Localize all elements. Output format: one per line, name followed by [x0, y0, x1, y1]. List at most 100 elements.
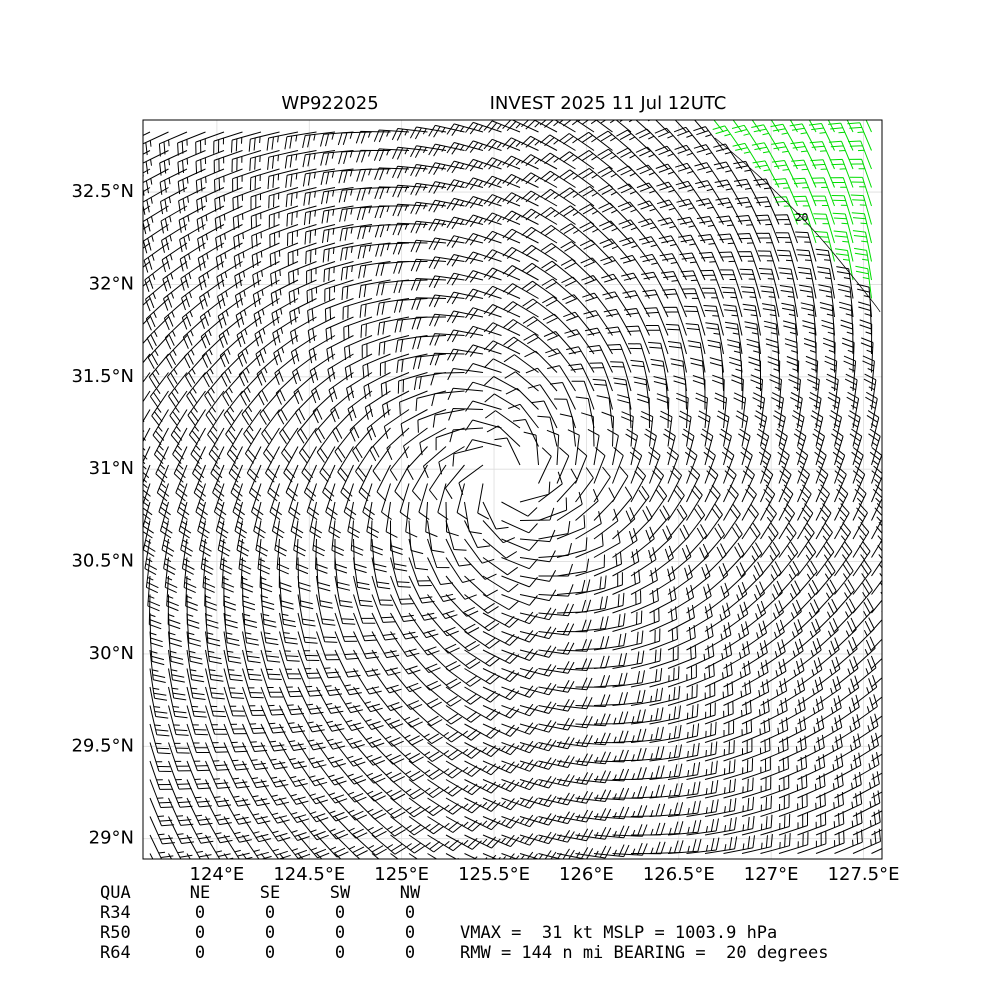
- wind-barb: [464, 760, 501, 776]
- wind-barb: [316, 649, 341, 679]
- wind-barb: [286, 205, 317, 227]
- wind-barb: [285, 464, 299, 502]
- wind-barb: [292, 353, 317, 385]
- wind-barb: [429, 313, 465, 327]
- wind-barb: [248, 131, 280, 152]
- wind-barb: [390, 834, 426, 854]
- wind-barb: [249, 168, 280, 191]
- wind-barb: [667, 584, 695, 614]
- wind-barb: [734, 197, 761, 225]
- wind-barb: [809, 141, 835, 170]
- wind-barb: [297, 631, 320, 661]
- wind-barb: [521, 226, 558, 244]
- wind-barb: [185, 575, 198, 611]
- wind-barb: [381, 483, 392, 520]
- wind-barb: [464, 649, 500, 667]
- wind-barb: [575, 845, 612, 859]
- wind-barb: [334, 723, 365, 749]
- wind-barb: [704, 523, 725, 558]
- wind-barb: [723, 601, 749, 632]
- wind-barb: [741, 542, 763, 577]
- wind-barb: [238, 538, 252, 575]
- wind-barb: [279, 594, 296, 628]
- wind-barb: [168, 816, 195, 844]
- wind-barb: [242, 649, 263, 681]
- wind-barb: [342, 298, 373, 320]
- wind-barb: [501, 777, 538, 791]
- wind-barb: [578, 149, 613, 170]
- wind-barb: [723, 758, 754, 780]
- wind-barb: [521, 154, 558, 170]
- wind-barb: [464, 520, 491, 548]
- wind-barb: [326, 335, 354, 362]
- wind-barb: [538, 830, 575, 843]
- wind-barb: [263, 427, 280, 464]
- wind-barb: [834, 675, 860, 706]
- wind-barb: [807, 373, 820, 410]
- wind-barb: [390, 705, 423, 728]
- wind-barb: [797, 599, 820, 632]
- wind-barb: [612, 824, 648, 837]
- wind-barb: [371, 686, 403, 712]
- wind-barb: [197, 224, 225, 252]
- wind-barb: [834, 598, 856, 632]
- wind-barb: [852, 540, 871, 577]
- wind-barb: [260, 575, 275, 610]
- wind-barb: [558, 120, 595, 133]
- wind-barb: [630, 506, 653, 540]
- wind-barb: [241, 390, 262, 426]
- wind-barb: [279, 779, 309, 805]
- wind-barb: [505, 387, 539, 410]
- wind-barb: [778, 619, 803, 651]
- wind-barb: [578, 185, 613, 207]
- wind-barb: [797, 560, 818, 595]
- wind-barb: [147, 335, 169, 369]
- wind-barb: [285, 168, 317, 188]
- wind-barb: [797, 579, 819, 614]
- wind-barb: [612, 650, 645, 669]
- table-header: NW: [400, 883, 421, 903]
- wind-barb: [482, 557, 518, 576]
- wind-barb: [601, 273, 632, 299]
- wind-barb: [199, 298, 225, 329]
- wind-barb: [418, 483, 430, 520]
- wind-barb: [556, 537, 588, 558]
- wind-barb: [252, 261, 280, 288]
- wind-barb: [431, 390, 465, 407]
- wind-barb: [251, 224, 280, 249]
- wind-barb: [371, 742, 405, 765]
- wind-barb: [811, 177, 835, 207]
- wind-barb: [223, 779, 251, 807]
- wind-barb: [412, 353, 447, 370]
- wind-barb: [143, 242, 169, 273]
- wind-barb: [792, 177, 817, 207]
- wind-barb: [334, 612, 358, 642]
- wind-barb: [408, 686, 442, 709]
- wind-barb: [641, 271, 669, 299]
- wind-barb: [242, 797, 271, 825]
- wind-barb: [741, 659, 769, 688]
- table-header: QUA: [100, 883, 131, 903]
- wind-barb: [815, 637, 840, 669]
- wind-barb: [380, 372, 410, 397]
- wind-barb: [741, 737, 771, 762]
- wind-barb: [465, 400, 502, 412]
- wind-barb: [760, 484, 776, 521]
- wind-barb: [393, 279, 428, 294]
- wind-barb: [408, 668, 442, 691]
- wind-barb: [170, 409, 188, 446]
- wind-barb: [445, 686, 481, 705]
- wind-barb: [392, 222, 428, 236]
- wind-barb: [411, 464, 428, 501]
- wind-barb: [852, 752, 880, 780]
- wind-barb: [234, 261, 262, 289]
- wind-barb: [205, 686, 227, 718]
- wind-barb: [181, 279, 206, 311]
- wind-barb: [538, 497, 568, 521]
- wind-barb: [390, 612, 418, 640]
- wind-barb: [290, 316, 317, 345]
- wind-barb: [425, 501, 438, 538]
- wind-barb: [721, 447, 735, 484]
- wind-barb: [242, 668, 264, 699]
- wind-barb: [667, 624, 696, 651]
